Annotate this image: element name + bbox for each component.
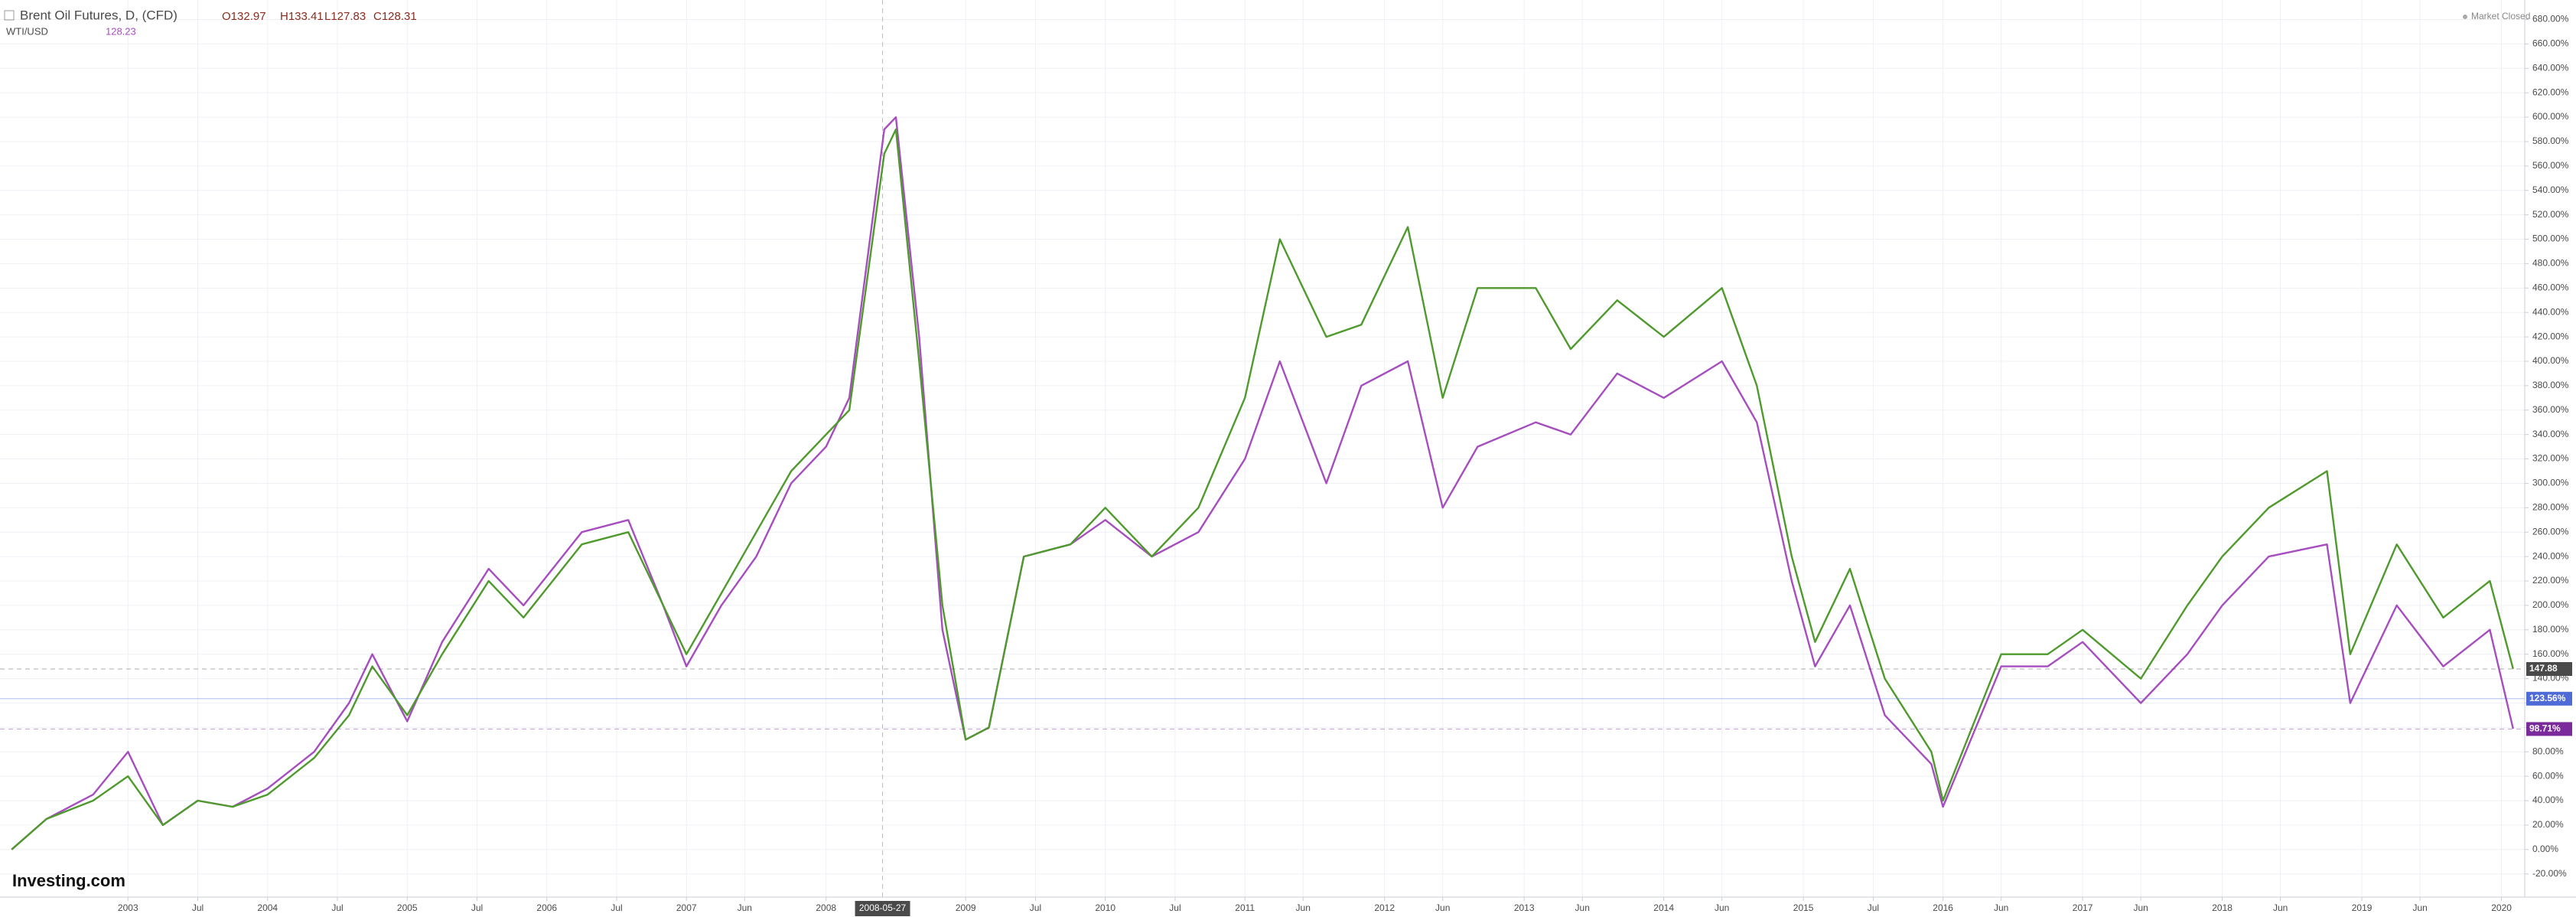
price-label: 98.71%	[2529, 723, 2561, 734]
low: L127.83	[324, 10, 366, 23]
y-tick-label: 660.00%	[2532, 38, 2569, 49]
x-tick-label: Jul	[1169, 902, 1181, 913]
crosshair-label-bg	[855, 901, 910, 916]
x-tick-label: 2018	[2212, 902, 2232, 913]
x-tick-label: Jun	[1296, 902, 1311, 913]
open: O132.97	[222, 10, 266, 23]
compare-name: WTI/USD	[6, 25, 48, 37]
y-tick-label: 580.00%	[2532, 135, 2569, 146]
price-label-bg	[2526, 722, 2572, 736]
x-tick-label: Jul	[471, 902, 483, 913]
x-tick-label: 2015	[1793, 902, 1814, 913]
y-tick-label: 60.00%	[2532, 770, 2564, 781]
x-tick-label: 2019	[2352, 902, 2372, 913]
y-tick-label: 360.00%	[2532, 404, 2569, 415]
y-tick-label: 420.00%	[2532, 331, 2569, 341]
y-tick-label: 340.00%	[2532, 429, 2569, 439]
y-tick-label: -20.00%	[2532, 868, 2567, 879]
x-tick-label: 2013	[1514, 902, 1535, 913]
x-tick-label: 2011	[1235, 902, 1255, 913]
x-tick-label: 2016	[1933, 902, 1953, 913]
y-tick-label: 80.00%	[2532, 746, 2564, 756]
price-label: 147.88	[2529, 663, 2558, 674]
x-tick-label: Jun	[738, 902, 752, 913]
x-tick-label: 2017	[2073, 902, 2093, 913]
x-tick-label: Jul	[192, 902, 204, 913]
y-tick-label: 300.00%	[2532, 478, 2569, 488]
y-tick-label: 480.00%	[2532, 258, 2569, 269]
x-tick-label: 2003	[118, 902, 138, 913]
crosshair-label: 2008-05-27	[859, 902, 907, 913]
y-tick-label: 160.00%	[2532, 648, 2569, 659]
x-tick-label: Jun	[1715, 902, 1729, 913]
x-tick-label: 2007	[676, 902, 697, 913]
y-tick-label: 540.00%	[2532, 184, 2569, 195]
y-tick-label: 460.00%	[2532, 282, 2569, 292]
x-tick-label: 2006	[536, 902, 557, 913]
x-tick-label: Jun	[1435, 902, 1450, 913]
y-tick-label: 280.00%	[2532, 502, 2569, 513]
grid	[0, 0, 2525, 897]
y-tick-label: 20.00%	[2532, 819, 2564, 830]
y-tick-label: 400.00%	[2532, 355, 2569, 366]
y-tick-label: 260.00%	[2532, 526, 2569, 537]
y-tick-label: 680.00%	[2532, 14, 2569, 24]
y-tick-label: 500.00%	[2532, 233, 2569, 244]
plot-area	[0, 0, 2525, 897]
y-tick-label: 440.00%	[2532, 306, 2569, 317]
x-tick-label: Jun	[1575, 902, 1590, 913]
x-tick-label: Jun	[1994, 902, 2008, 913]
y-tick-label: 560.00%	[2532, 160, 2569, 171]
x-tick-label: Jun	[2133, 902, 2148, 913]
price-label-bg	[2526, 691, 2572, 706]
x-tick-label: Jun	[2273, 902, 2288, 913]
y-tick-label: 40.00%	[2532, 795, 2564, 805]
high: H133.41	[280, 10, 324, 23]
x-tick-label: Jul	[611, 902, 622, 913]
y-tick-label: 180.00%	[2532, 624, 2569, 635]
x-tick-label: 2005	[397, 902, 418, 913]
y-tick-label: 220.00%	[2532, 575, 2569, 586]
x-tick-label: Jul	[331, 902, 343, 913]
y-tick-label: 520.00%	[2532, 209, 2569, 220]
x-tick-label: 2014	[1653, 902, 1674, 913]
y-tick-label: 0.00%	[2532, 844, 2558, 854]
close: C128.31	[373, 10, 417, 23]
y-tick-label: 640.00%	[2532, 62, 2569, 73]
y-tick-label: 380.00%	[2532, 380, 2569, 390]
status-dot	[2463, 15, 2467, 19]
compare-value: 128.23	[106, 25, 136, 37]
series-title: Brent Oil Futures, D, (CFD)	[20, 8, 177, 22]
y-tick-label: 320.00%	[2532, 453, 2569, 464]
x-tick-label: 2012	[1374, 902, 1395, 913]
x-tick-label: 2008	[816, 902, 836, 913]
x-tick-label: 2020	[2491, 902, 2512, 913]
price-label-bg	[2526, 662, 2572, 677]
price-label: 123.56%	[2529, 693, 2566, 703]
x-tick-label: Jun	[2412, 902, 2427, 913]
series-line	[11, 128, 2514, 850]
x-tick-label: Jul	[1030, 902, 1041, 913]
header: Brent Oil Futures, D, (CFD) O132.97 H133…	[4, 8, 2530, 37]
x-tick-label: Jul	[1868, 902, 1879, 913]
market-status: Market Closed	[2471, 11, 2530, 21]
logo: Investing.com	[12, 871, 125, 890]
collapse-icon[interactable]	[4, 10, 15, 21]
y-tick-label: 620.00%	[2532, 86, 2569, 97]
y-tick-label: 240.00%	[2532, 550, 2569, 561]
x-tick-label: 2004	[257, 902, 278, 913]
x-tick-label: 2010	[1095, 902, 1115, 913]
y-tick-label: 600.00%	[2532, 111, 2569, 122]
y-tick-label: 200.00%	[2532, 599, 2569, 610]
x-tick-label: 2009	[956, 902, 976, 913]
